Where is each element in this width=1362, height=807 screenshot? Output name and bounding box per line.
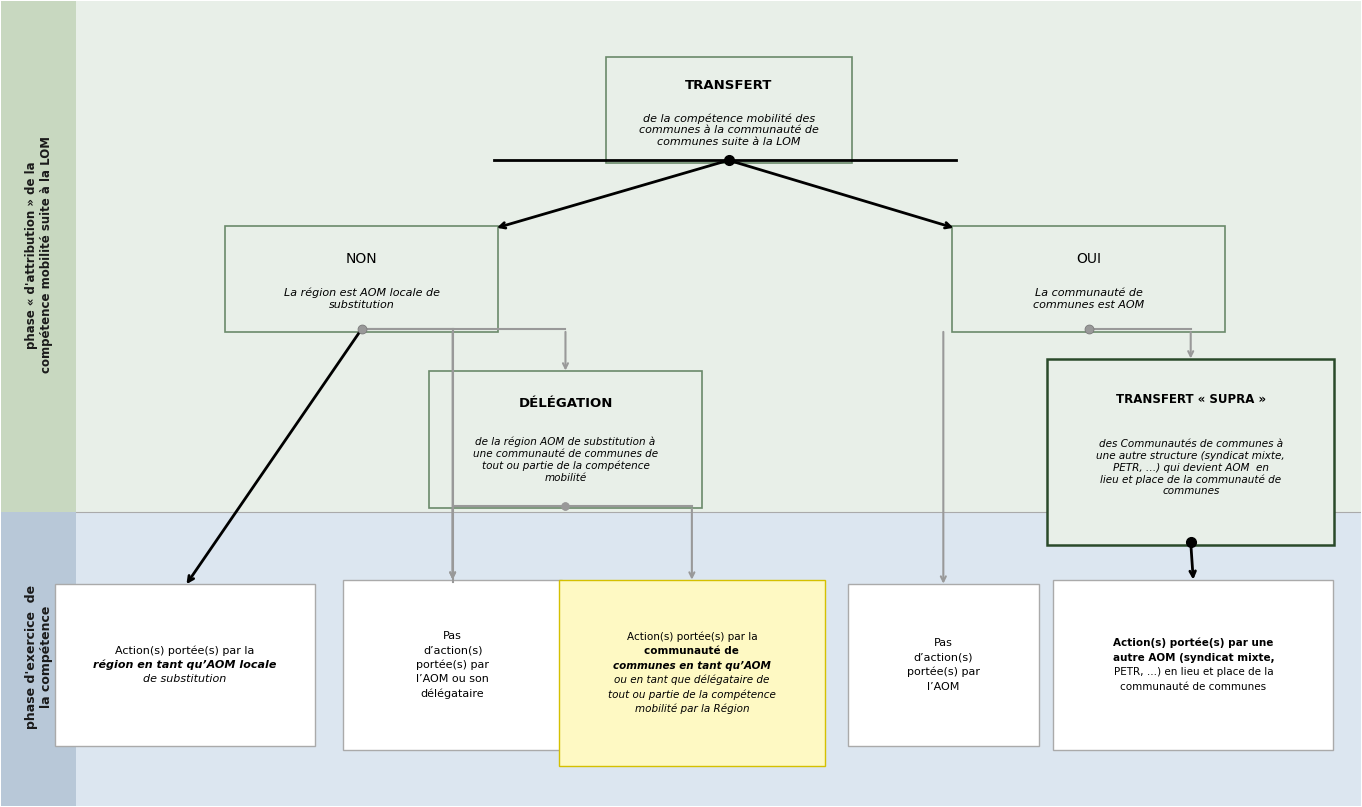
Text: PETR, …) en lieu et place de la: PETR, …) en lieu et place de la bbox=[1114, 667, 1273, 677]
Text: phase « d'attribution » de la
compétence mobilité suite à la LOM: phase « d'attribution » de la compétence… bbox=[26, 136, 53, 373]
Bar bbox=[1, 512, 1361, 805]
Text: région en tant qu’AOM locale: région en tant qu’AOM locale bbox=[93, 659, 276, 670]
Text: OUI: OUI bbox=[1076, 252, 1102, 266]
Text: communes en tant qu’AOM: communes en tant qu’AOM bbox=[613, 661, 771, 671]
Text: TRANSFERT: TRANSFERT bbox=[685, 79, 772, 92]
Text: La région est AOM locale de
substitution: La région est AOM locale de substitution bbox=[283, 288, 440, 310]
Bar bbox=[1, 2, 76, 512]
FancyBboxPatch shape bbox=[54, 584, 315, 746]
FancyBboxPatch shape bbox=[558, 580, 825, 766]
Text: DÉLÉGATION: DÉLÉGATION bbox=[519, 397, 613, 410]
Text: phase d'exercice  de
la compétence: phase d'exercice de la compétence bbox=[26, 585, 53, 729]
Bar bbox=[1, 512, 76, 805]
Text: portée(s) par: portée(s) par bbox=[907, 667, 979, 677]
Bar bbox=[1, 2, 1361, 512]
Text: NON: NON bbox=[346, 252, 377, 266]
Text: mobilité par la Région: mobilité par la Région bbox=[635, 704, 749, 714]
Text: de la région AOM de substitution à
une communauté de communes de
tout ou partie : de la région AOM de substitution à une c… bbox=[473, 437, 658, 483]
FancyBboxPatch shape bbox=[952, 226, 1226, 332]
Text: Action(s) portée(s) par la: Action(s) portée(s) par la bbox=[627, 631, 757, 642]
Text: de la compétence mobilité des
communes à la communauté de
communes suite à la LO: de la compétence mobilité des communes à… bbox=[639, 113, 819, 147]
Text: TRANSFERT « SUPRA »: TRANSFERT « SUPRA » bbox=[1115, 393, 1265, 406]
Text: l’AOM ou son: l’AOM ou son bbox=[417, 675, 489, 684]
FancyBboxPatch shape bbox=[1053, 580, 1333, 750]
Text: communauté de communes: communauté de communes bbox=[1121, 682, 1267, 692]
FancyBboxPatch shape bbox=[225, 226, 498, 332]
Text: l’AOM: l’AOM bbox=[928, 682, 959, 692]
FancyBboxPatch shape bbox=[343, 580, 563, 750]
Text: délégataire: délégataire bbox=[421, 688, 485, 699]
Text: portée(s) par: portée(s) par bbox=[417, 659, 489, 670]
Text: autre AOM (syndicat mixte,: autre AOM (syndicat mixte, bbox=[1113, 653, 1275, 663]
FancyBboxPatch shape bbox=[429, 371, 701, 508]
FancyBboxPatch shape bbox=[1047, 359, 1335, 545]
Text: Pas: Pas bbox=[443, 631, 462, 641]
Text: communauté de: communauté de bbox=[644, 646, 740, 656]
Text: La communauté de
communes est AOM: La communauté de communes est AOM bbox=[1034, 288, 1144, 310]
Text: d’action(s): d’action(s) bbox=[422, 646, 482, 655]
Text: ou en tant que délégataire de: ou en tant que délégataire de bbox=[614, 675, 770, 685]
FancyBboxPatch shape bbox=[847, 584, 1039, 746]
Text: tout ou partie de la compétence: tout ou partie de la compétence bbox=[607, 689, 776, 700]
Text: d’action(s): d’action(s) bbox=[914, 653, 972, 663]
Text: de substitution: de substitution bbox=[143, 675, 226, 684]
Text: des Communautés de communes à
une autre structure (syndicat mixte,
PETR, …) qui : des Communautés de communes à une autre … bbox=[1096, 439, 1284, 496]
Text: Pas: Pas bbox=[934, 638, 953, 648]
FancyBboxPatch shape bbox=[606, 57, 851, 163]
Text: Action(s) portée(s) par la: Action(s) portée(s) par la bbox=[116, 645, 255, 655]
Text: Action(s) portée(s) par une: Action(s) portée(s) par une bbox=[1113, 638, 1273, 648]
